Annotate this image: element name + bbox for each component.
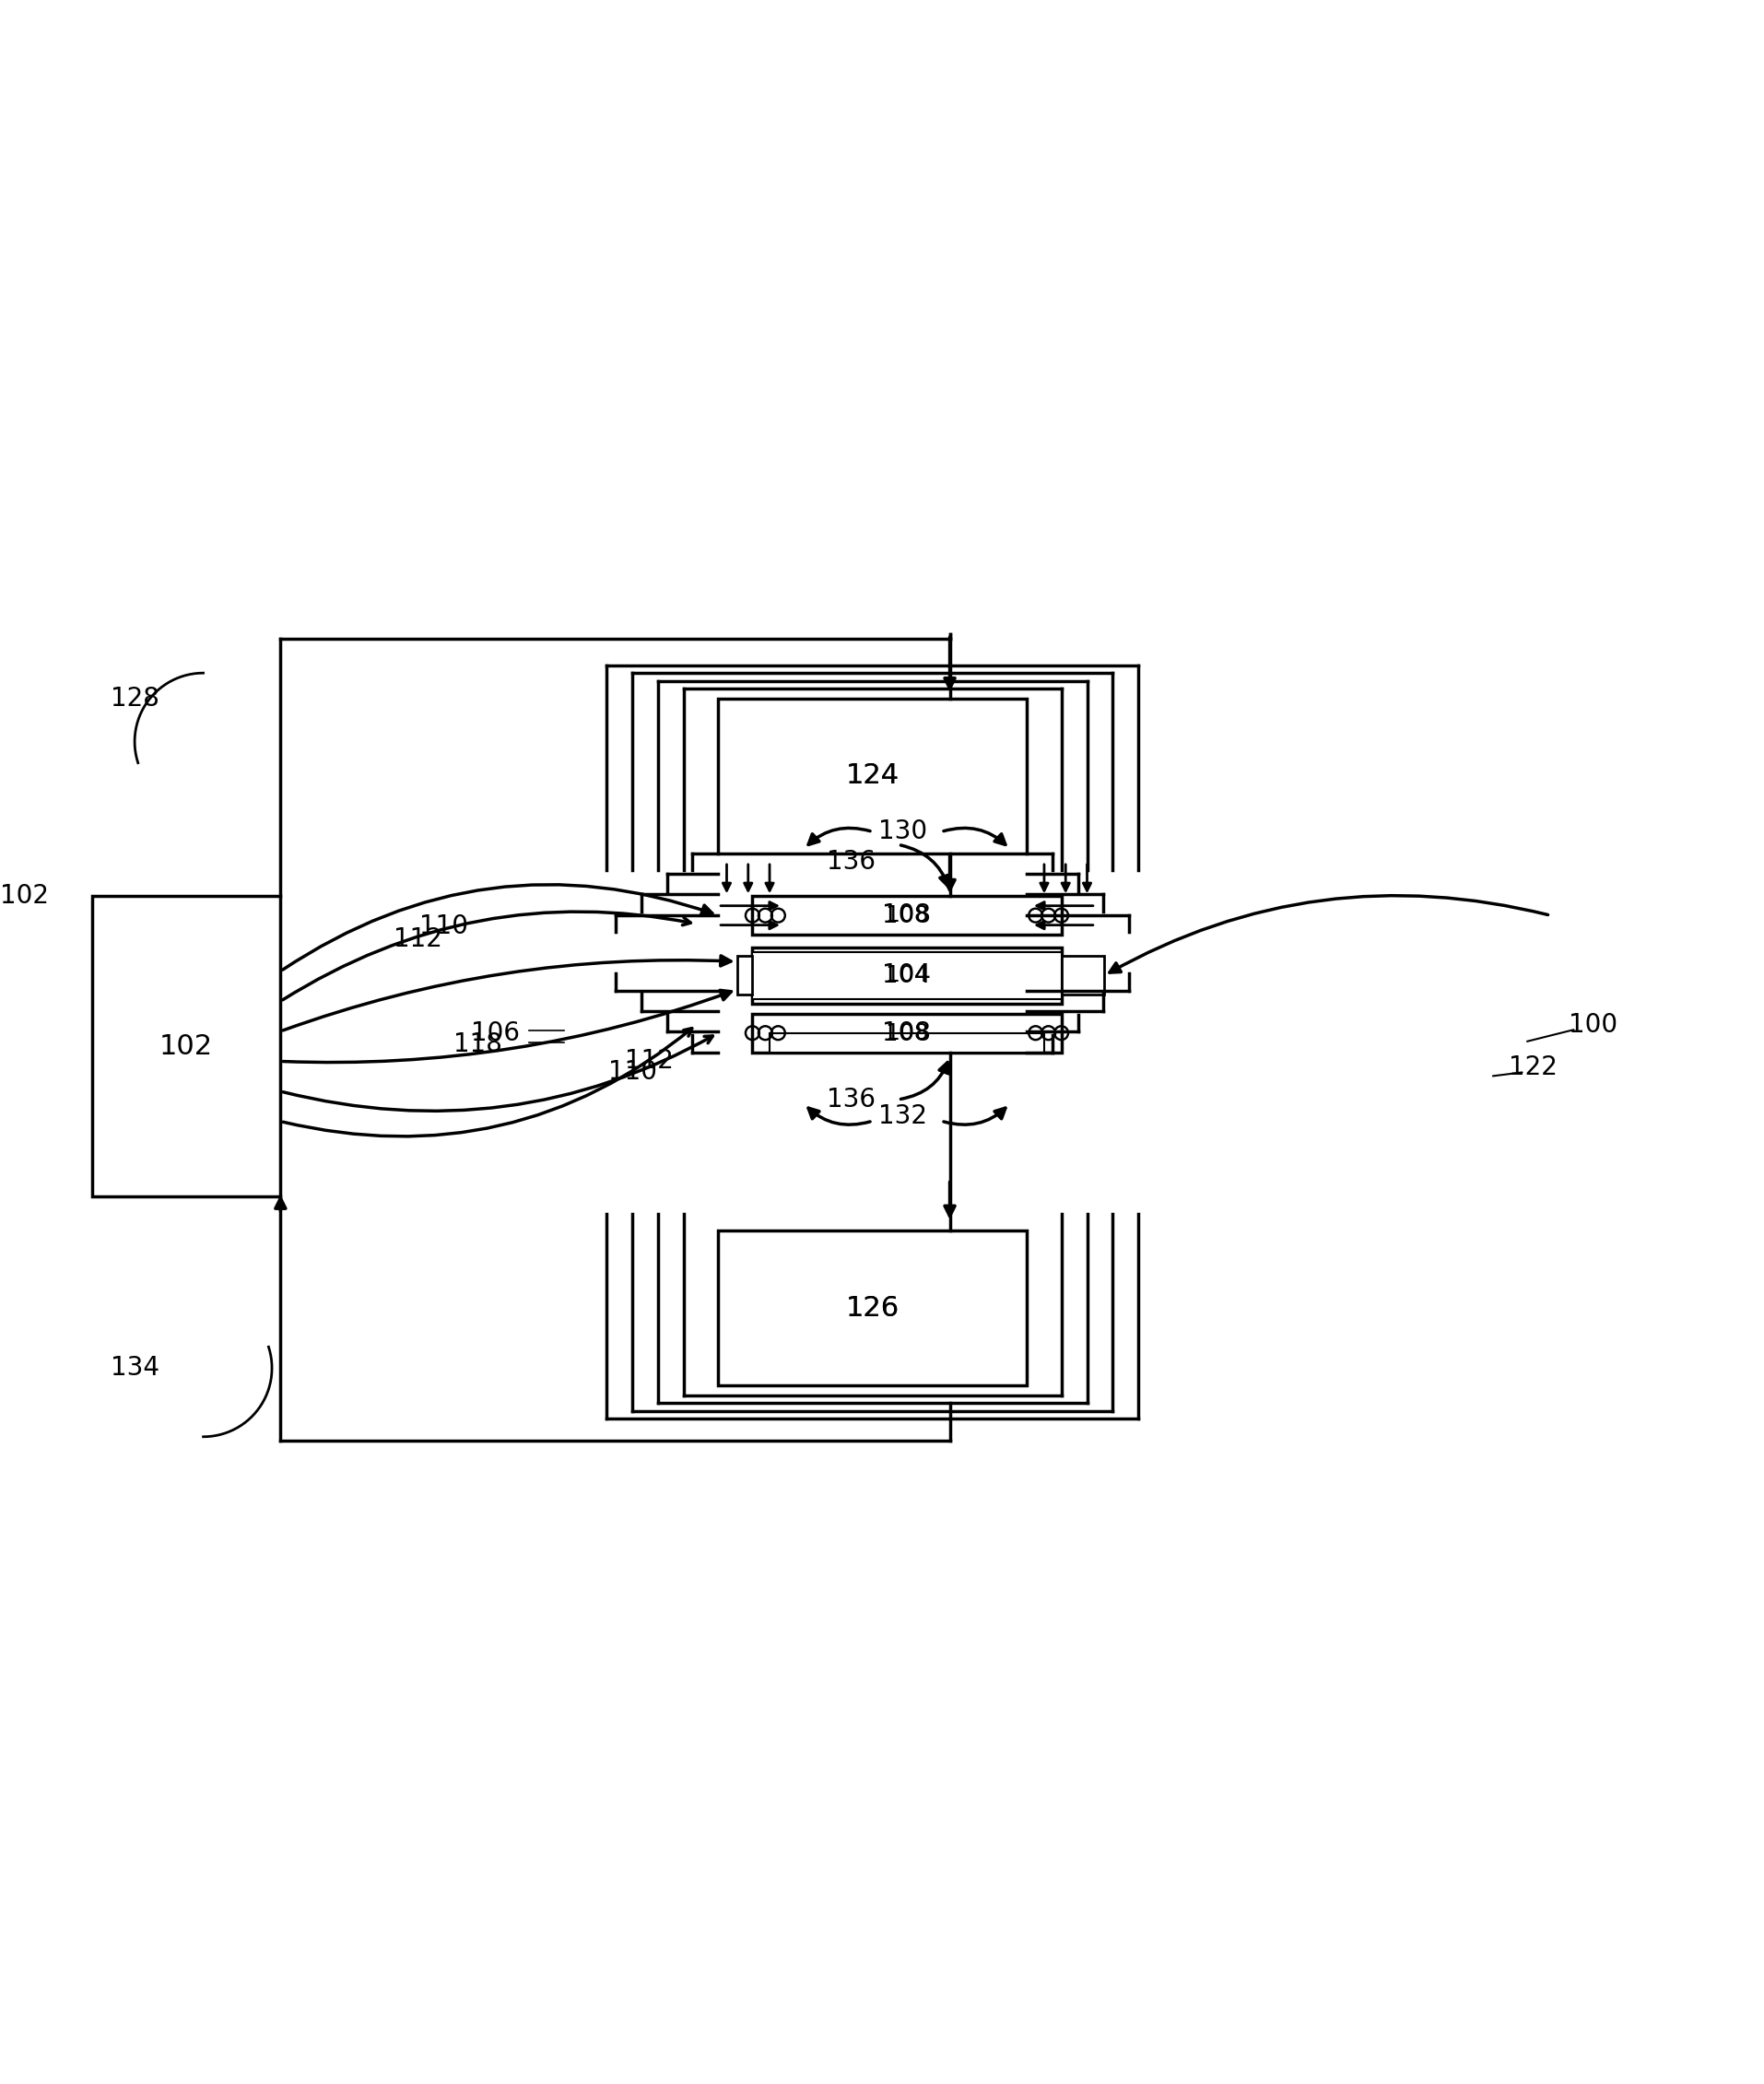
Text: 130: 130 (878, 819, 926, 844)
Text: 100: 100 (1568, 1013, 1618, 1038)
Text: 104: 104 (884, 965, 928, 986)
Text: 128: 128 (109, 686, 159, 711)
Text: 106: 106 (471, 1021, 519, 1046)
Bar (1060, 957, 1104, 994)
Bar (751, 948, 1060, 1002)
Text: 102: 102 (159, 1034, 213, 1059)
Text: 112: 112 (624, 1048, 674, 1073)
Text: 136: 136 (826, 1086, 875, 1113)
Text: 134: 134 (109, 1355, 159, 1382)
Text: 108: 108 (884, 1021, 928, 1044)
Text: 122: 122 (1508, 1055, 1558, 1082)
Text: 124: 124 (845, 763, 900, 790)
Bar (718, 698, 1027, 852)
Text: 118: 118 (453, 1032, 503, 1057)
Text: 136: 136 (826, 848, 875, 875)
Bar (92, 896, 280, 1196)
Text: 112: 112 (393, 925, 443, 952)
Bar (751, 896, 1060, 936)
Bar (751, 1013, 1060, 1052)
Text: 110: 110 (418, 913, 467, 940)
Bar (751, 952, 1060, 998)
Text: 108: 108 (882, 902, 931, 927)
Text: 104: 104 (882, 963, 931, 988)
Text: 132: 132 (878, 1105, 926, 1130)
Text: 108: 108 (884, 904, 928, 927)
Text: 102: 102 (0, 884, 49, 909)
Bar (737, 957, 751, 994)
Text: 126: 126 (845, 1294, 900, 1321)
Bar (769, 1034, 1044, 1052)
Text: 124: 124 (845, 763, 900, 790)
Text: 110: 110 (607, 1059, 656, 1086)
Bar (718, 1232, 1027, 1386)
Text: 108: 108 (882, 1019, 931, 1046)
Text: 126: 126 (845, 1294, 900, 1321)
